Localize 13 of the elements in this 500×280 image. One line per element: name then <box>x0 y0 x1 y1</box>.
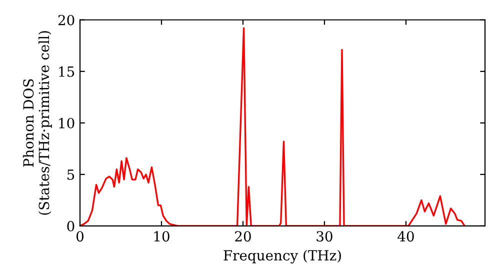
y-tick-label: 15 <box>59 66 74 77</box>
line-series <box>80 27 466 226</box>
x-axis-title: Frequency (THz) <box>224 250 341 264</box>
x-tick-label: 20 <box>235 231 251 242</box>
y-tick-label: 5 <box>67 170 74 180</box>
x-tick-label: 0 <box>76 231 84 242</box>
y-tick-label: 10 <box>59 118 74 128</box>
x-tick-label: 30 <box>316 231 332 242</box>
y-tick-label: 0 <box>67 220 74 232</box>
y-axis-title: Phonon DOS (States/THz·primitive cell) <box>22 31 52 215</box>
y-tick-label: 20 <box>58 14 74 26</box>
x-tick-label: 40 <box>398 231 414 242</box>
x-tick-label: 10 <box>154 231 170 242</box>
